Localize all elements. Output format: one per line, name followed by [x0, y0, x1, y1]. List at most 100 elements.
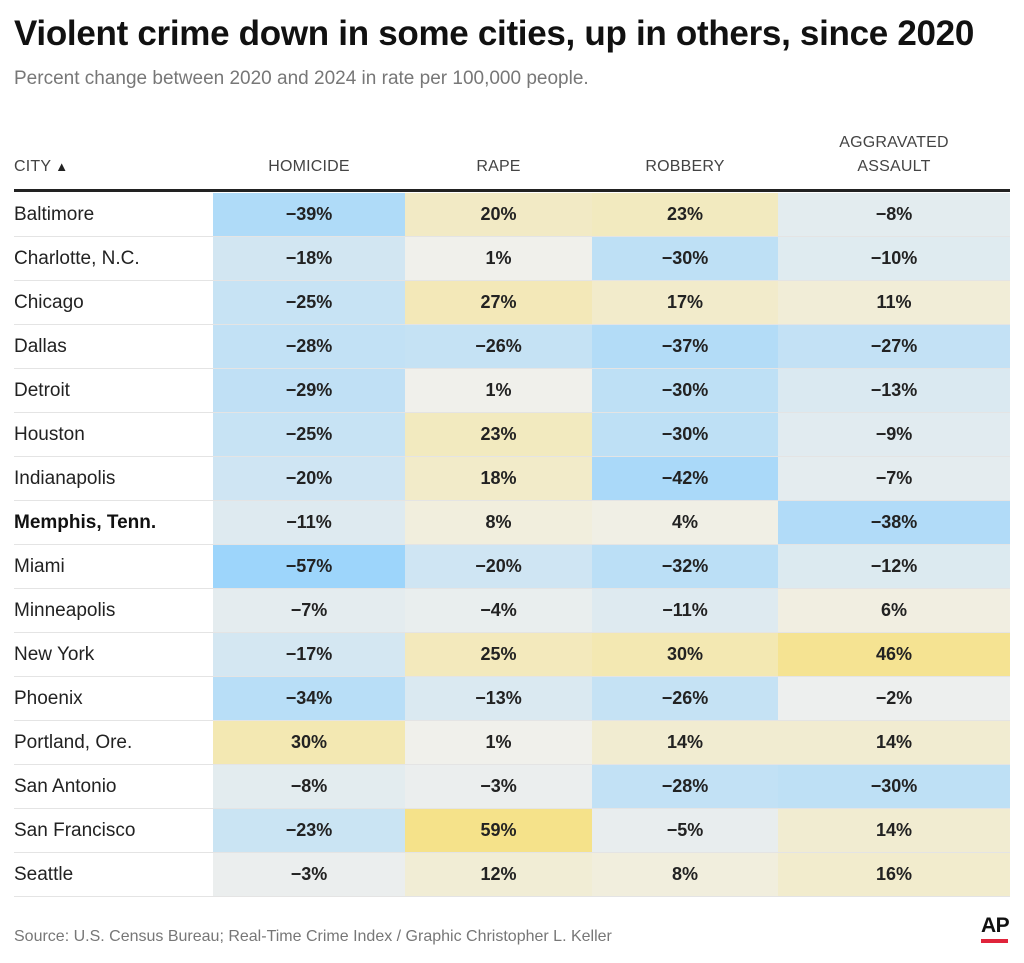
heatmap-cell-aggravated-assault: 11% — [778, 281, 1010, 324]
heatmap-cell-rape: 18% — [405, 457, 592, 500]
heatmap-cell-rape: 1% — [405, 237, 592, 280]
heatmap-cell-rape: 23% — [405, 413, 592, 456]
heatmap-cell-robbery: −5% — [592, 809, 778, 852]
city-label: Minneapolis — [14, 600, 116, 621]
table-row: San Francisco −23% 59% −5% 14% — [14, 809, 1010, 853]
heatmap-cell-aggravated-assault: −2% — [778, 677, 1010, 720]
heatmap-cell-robbery: −26% — [592, 677, 778, 720]
table-row: Detroit −29% 1% −30% −13% — [14, 369, 1010, 413]
table-row: Portland, Ore. 30% 1% 14% 14% — [14, 721, 1010, 765]
city-label: Detroit — [14, 380, 70, 401]
city-label: Seattle — [14, 864, 74, 885]
heatmap-cell-aggravated-assault: −8% — [778, 193, 1010, 236]
heatmap-cell-rape: 27% — [405, 281, 592, 324]
heatmap-cell-homicide: −17% — [213, 633, 405, 676]
heatmap-cell-homicide: −18% — [213, 237, 405, 280]
header-divider — [14, 189, 1010, 192]
table-row: Miami −57% −20% −32% −12% — [14, 545, 1010, 589]
heatmap-cell-robbery: −32% — [592, 545, 778, 588]
heatmap-cell-homicide: −23% — [213, 809, 405, 852]
heatmap-cell-robbery: 30% — [592, 633, 778, 676]
heatmap-cell-aggravated-assault: −12% — [778, 545, 1010, 588]
heatmap-cell-robbery: −30% — [592, 369, 778, 412]
table-row: Phoenix −34% −13% −26% −2% — [14, 677, 1010, 721]
heatmap-cell-aggravated-assault: 46% — [778, 633, 1010, 676]
heatmap-cell-rape: −13% — [405, 677, 592, 720]
heatmap-cell-rape: −20% — [405, 545, 592, 588]
heatmap-cell-robbery: −11% — [592, 589, 778, 632]
table-row: Indianapolis −20% 18% −42% −7% — [14, 457, 1010, 501]
heatmap-cell-homicide: −39% — [213, 193, 405, 236]
heatmap-cell-aggravated-assault: −27% — [778, 325, 1010, 368]
table-row: Minneapolis −7% −4% −11% 6% — [14, 589, 1010, 633]
heatmap-cell-rape: 59% — [405, 809, 592, 852]
city-label: Charlotte, N.C. — [14, 248, 140, 269]
city-label: Miami — [14, 556, 65, 577]
heatmap-cell-rape: 1% — [405, 369, 592, 412]
heatmap-cell-homicide: −34% — [213, 677, 405, 720]
ap-logo-text: AP — [981, 914, 1010, 937]
heatmap-cell-robbery: 4% — [592, 501, 778, 544]
heatmap-cell-rape: −4% — [405, 589, 592, 632]
source-note: Source: U.S. Census Bureau; Real-Time Cr… — [14, 928, 612, 945]
table-row: Houston −25% 23% −30% −9% — [14, 413, 1010, 457]
city-label: San Antonio — [14, 776, 117, 797]
table-row: Dallas −28% −26% −37% −27% — [14, 325, 1010, 369]
column-header-assault-line1: AGGRAVATED — [839, 134, 949, 151]
heatmap-cell-homicide: 30% — [213, 721, 405, 764]
heatmap-cell-robbery: 8% — [592, 853, 778, 896]
heatmap-table: Baltimore −39% 20% 23% −8% Charlotte, N.C. −18… — [14, 193, 1010, 897]
heatmap-cell-homicide: −3% — [213, 853, 405, 896]
heatmap-cell-homicide: −7% — [213, 589, 405, 632]
city-label: Baltimore — [14, 204, 95, 225]
heatmap-cell-aggravated-assault: −38% — [778, 501, 1010, 544]
table-row: San Antonio −8% −3% −28% −30% — [14, 765, 1010, 809]
heatmap-cell-rape: 20% — [405, 193, 592, 236]
column-header-homicide: HOMICIDE — [268, 158, 350, 175]
column-header-city[interactable]: CITY ▲ — [14, 155, 68, 179]
table-row: New York −17% 25% 30% 46% — [14, 633, 1010, 677]
heatmap-cell-robbery: 17% — [592, 281, 778, 324]
city-label: Memphis, Tenn. — [14, 512, 157, 533]
heatmap-cell-homicide: −29% — [213, 369, 405, 412]
heatmap-cell-homicide: −28% — [213, 325, 405, 368]
heatmap-cell-homicide: −11% — [213, 501, 405, 544]
heatmap-cell-rape: 12% — [405, 853, 592, 896]
table-row: Charlotte, N.C. −18% 1% −30% −10% — [14, 237, 1010, 281]
heatmap-cell-robbery: −37% — [592, 325, 778, 368]
sort-ascending-icon[interactable]: ▲ — [55, 159, 69, 174]
column-header-assault-line2: ASSAULT — [857, 158, 931, 175]
table-row: Memphis, Tenn. −11% 8% 4% −38% — [14, 501, 1010, 545]
heatmap-cell-aggravated-assault: 6% — [778, 589, 1010, 632]
chart-subtitle: Percent change between 2020 and 2024 in … — [14, 68, 589, 89]
column-header-aggravated-assault: AGGRAVATED ASSAULT — [778, 131, 1010, 179]
city-label: Dallas — [14, 336, 67, 357]
chart-title: Violent crime down in some cities, up in… — [14, 14, 975, 53]
ap-logo-bar — [981, 939, 1008, 943]
column-header-robbery: ROBBERY — [645, 158, 725, 175]
heatmap-cell-aggravated-assault: −30% — [778, 765, 1010, 808]
heatmap-cell-aggravated-assault: 14% — [778, 721, 1010, 764]
city-label: Portland, Ore. — [14, 732, 133, 753]
heatmap-cell-rape: 1% — [405, 721, 592, 764]
heatmap-cell-aggravated-assault: −13% — [778, 369, 1010, 412]
heatmap-cell-homicide: −25% — [213, 281, 405, 324]
heatmap-cell-aggravated-assault: −9% — [778, 413, 1010, 456]
heatmap-cell-robbery: −42% — [592, 457, 778, 500]
table-row: Baltimore −39% 20% 23% −8% — [14, 193, 1010, 237]
city-label: Chicago — [14, 292, 84, 313]
heatmap-cell-robbery: 23% — [592, 193, 778, 236]
heatmap-cell-robbery: −28% — [592, 765, 778, 808]
city-label: New York — [14, 644, 95, 665]
heatmap-cell-aggravated-assault: 14% — [778, 809, 1010, 852]
city-label: Indianapolis — [14, 468, 116, 489]
city-label: Houston — [14, 424, 85, 445]
heatmap-cell-homicide: −20% — [213, 457, 405, 500]
heatmap-cell-robbery: −30% — [592, 413, 778, 456]
heatmap-cell-aggravated-assault: 16% — [778, 853, 1010, 896]
ap-logo: AP — [981, 914, 1011, 943]
table-header: CITY ▲ HOMICIDE RAPE ROBBERY AGGRAVATED A… — [0, 128, 1024, 188]
table-row: Chicago −25% 27% 17% 11% — [14, 281, 1010, 325]
heatmap-cell-rape: −26% — [405, 325, 592, 368]
column-header-rape: RAPE — [476, 158, 521, 175]
